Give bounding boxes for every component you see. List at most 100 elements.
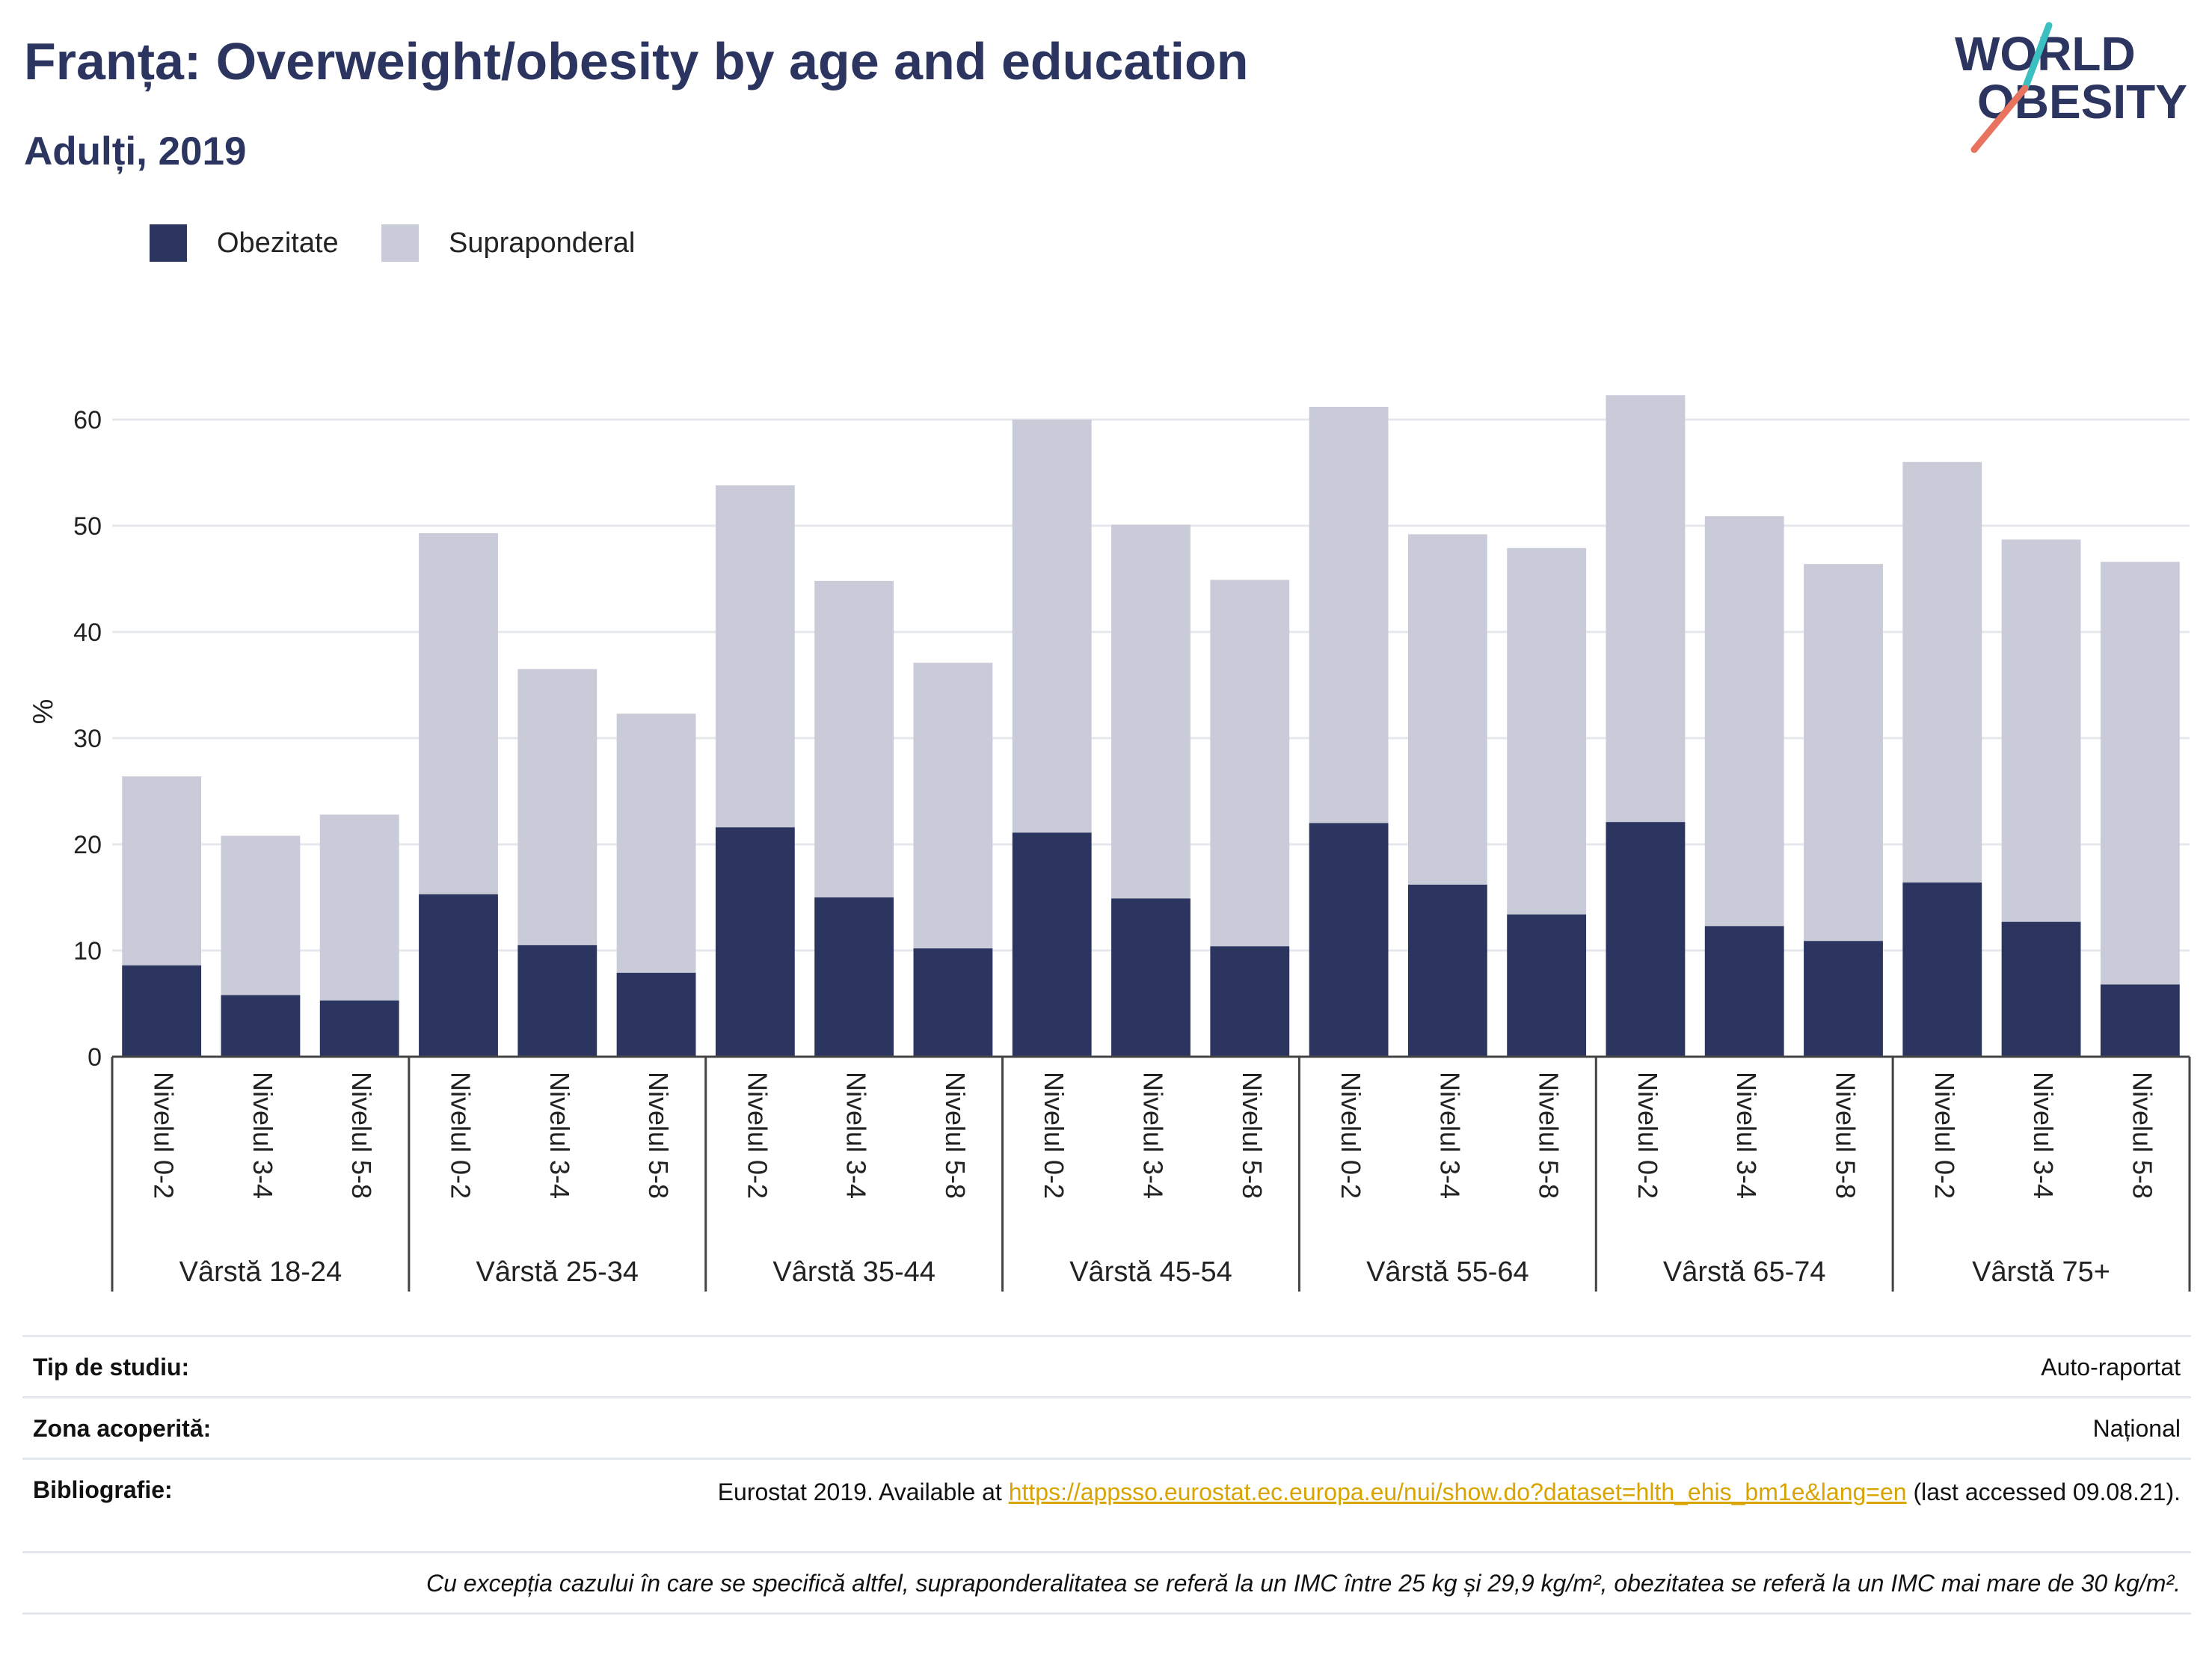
x-group-label: Vârstă 25-34 (476, 1256, 639, 1288)
bar-obesity (1507, 914, 1587, 1057)
bar-overweight (2100, 562, 2180, 985)
bar-overweight (1507, 547, 1587, 915)
x-subcategory-label: Nivelul 0-2 (742, 1072, 772, 1199)
logo-text-obesity: OBESITY (1977, 75, 2187, 129)
logo-slash-teal (2021, 22, 2053, 92)
bar-obesity (913, 948, 993, 1057)
meta-label-study-type: Tip de studiu: (22, 1335, 642, 1398)
chart-subtitle: Adulți, 2019 (24, 129, 247, 174)
study-metadata-table: Tip de studiu: Auto-raportat Zona acoper… (22, 1335, 2191, 1615)
y-tick-label: 10 (73, 937, 102, 965)
x-subcategory-label: Nivelul 5-8 (2127, 1072, 2157, 1199)
bar-obesity (1111, 898, 1191, 1057)
x-subcategory-label: Nivelul 5-8 (1237, 1072, 1268, 1199)
bar-overweight (913, 663, 993, 949)
x-subcategory-label: Nivelul 5-8 (346, 1072, 377, 1199)
bar-overweight (1012, 420, 1092, 833)
x-subcategory-label: Nivelul 0-2 (445, 1072, 476, 1199)
legend-label-overweight: Supraponderal (449, 227, 636, 259)
y-tick-label: 0 (87, 1043, 102, 1072)
bar-obesity (1407, 884, 1487, 1057)
y-tick-label: 30 (73, 725, 102, 753)
meta-row-note: Cu excepția cazului în care se specifică… (22, 1551, 2191, 1615)
bar-overweight (616, 713, 696, 973)
x-group-label: Vârstă 45-54 (1069, 1256, 1232, 1288)
bibliography-suffix: (last accessed 09.08.21). (1913, 1479, 2181, 1505)
bar-obesity (1210, 946, 1290, 1057)
y-tick-label: 40 (73, 618, 102, 647)
bar-overweight (1111, 524, 1191, 899)
meta-row-study-type: Tip de studiu: Auto-raportat (22, 1335, 2191, 1398)
meta-label-bibliography: Bibliografie: (22, 1458, 642, 1553)
bar-overweight (419, 532, 498, 894)
x-subcategory-label: Nivelul 3-4 (248, 1072, 278, 1199)
x-subcategory-label: Nivelul 5-8 (940, 1072, 971, 1199)
y-axis-label: % (28, 699, 59, 725)
x-subcategory-label: Nivelul 5-8 (1830, 1072, 1861, 1199)
x-subcategory-label: Nivelul 0-2 (1929, 1072, 1960, 1199)
bar-overweight (221, 835, 301, 995)
meta-row-coverage: Zona acoperită: Național (22, 1396, 2191, 1459)
bar-overweight (2001, 539, 2081, 922)
bar-obesity (2001, 921, 2081, 1057)
bar-obesity (1606, 822, 1686, 1057)
bar-obesity (517, 945, 597, 1057)
bar-obesity (1804, 941, 1883, 1057)
bibliography-prefix: Eurostat 2019. Available at (717, 1479, 1002, 1505)
x-subcategory-label: Nivelul 0-2 (149, 1072, 179, 1199)
x-group-label: Vârstă 18-24 (179, 1256, 342, 1288)
bibliography-link[interactable]: https://appsso.eurostat.ec.europa.eu/nui… (1008, 1479, 1907, 1505)
bar-overweight (1902, 461, 1982, 883)
bar-overweight (1704, 516, 1784, 927)
bar-obesity (2100, 984, 2180, 1057)
bar-overweight (715, 485, 795, 828)
meta-value-study-type: Auto-raportat (642, 1335, 2191, 1398)
meta-label-coverage: Zona acoperită: (22, 1396, 642, 1459)
y-tick-label: 20 (73, 831, 102, 859)
bar-obesity (221, 995, 301, 1057)
x-subcategory-label: Nivelul 0-2 (1336, 1072, 1366, 1199)
legend-swatch-obesity (150, 224, 187, 262)
bar-obesity (419, 894, 498, 1057)
y-tick-label: 50 (73, 512, 102, 541)
meta-value-bibliography: Eurostat 2019. Available at https://apps… (642, 1458, 2191, 1553)
x-group-label: Vârstă 35-44 (772, 1256, 936, 1288)
x-subcategory-label: Nivelul 3-4 (2028, 1072, 2059, 1199)
bar-overweight (122, 776, 202, 965)
bar-overweight (517, 669, 597, 945)
x-subcategory-label: Nivelul 5-8 (1534, 1072, 1564, 1199)
x-group-label: Vârstă 65-74 (1663, 1256, 1826, 1288)
definition-note: Cu excepția cazului în care se specifică… (22, 1551, 2191, 1615)
y-tick-label: 60 (73, 406, 102, 435)
bar-obesity (814, 897, 894, 1057)
bar-overweight (814, 580, 894, 897)
bar-overweight (1407, 534, 1487, 885)
bar-obesity (715, 827, 795, 1057)
x-subcategory-label: Nivelul 3-4 (1137, 1072, 1168, 1199)
bar-obesity (616, 972, 696, 1057)
bar-obesity (1704, 926, 1784, 1057)
meta-value-coverage: Național (642, 1396, 2191, 1459)
x-subcategory-label: Nivelul 5-8 (643, 1072, 674, 1199)
bar-obesity (1902, 882, 1982, 1057)
legend-label-obesity: Obezitate (217, 227, 339, 259)
world-obesity-logo: WORLD OBESITY (1955, 22, 2187, 153)
bar-overweight (1804, 564, 1883, 942)
bar-obesity (122, 965, 202, 1057)
x-subcategory-label: Nivelul 3-4 (1434, 1072, 1465, 1199)
x-subcategory-label: Nivelul 3-4 (841, 1072, 872, 1199)
x-subcategory-label: Nivelul 0-2 (1632, 1072, 1663, 1199)
legend-swatch-overweight (381, 224, 419, 262)
bar-obesity (319, 1000, 399, 1057)
x-group-label: Vârstă 75+ (1972, 1256, 2110, 1288)
x-subcategory-label: Nivelul 3-4 (544, 1072, 575, 1199)
bar-obesity (1309, 823, 1389, 1057)
bar-overweight (1309, 406, 1389, 823)
x-subcategory-label: Nivelul 0-2 (1039, 1072, 1069, 1199)
chart-title: Franța: Overweight/obesity by age and ed… (24, 32, 1249, 90)
bar-overweight (1606, 395, 1686, 823)
x-subcategory-label: Nivelul 3-4 (1731, 1072, 1762, 1199)
logo-slash-coral (1970, 85, 2029, 153)
stacked-bar-chart: 0 10 20 30 40 50 60% Vârstă 18-24 Nivelul 0-2 Niv… (28, 395, 2191, 1292)
bar-overweight (1210, 580, 1290, 947)
